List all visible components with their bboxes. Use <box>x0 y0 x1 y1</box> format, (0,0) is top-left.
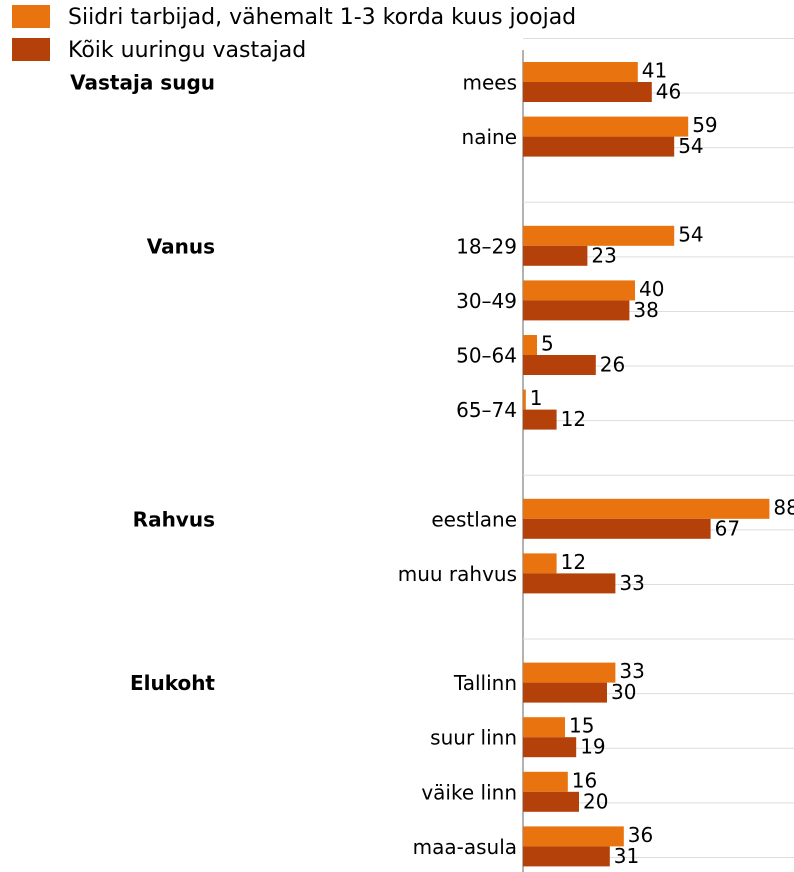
category-label: maa-asula <box>413 835 517 859</box>
bar <box>523 846 610 867</box>
bar <box>523 225 675 246</box>
bar <box>523 355 596 375</box>
category-label: väike linn <box>421 780 517 804</box>
value-label: 12 <box>561 550 586 574</box>
value-label: 59 <box>692 113 717 137</box>
value-label: 54 <box>678 222 703 246</box>
value-label: 5 <box>541 332 554 356</box>
bar <box>523 791 579 812</box>
category-label: muu rahvus <box>398 562 517 586</box>
legend-swatch <box>12 38 50 61</box>
value-label: 23 <box>591 243 616 267</box>
value-label: 40 <box>639 277 664 301</box>
bar <box>523 280 635 301</box>
value-label: 1 <box>530 386 543 410</box>
bar <box>523 498 770 519</box>
value-label: 88 <box>773 495 794 519</box>
bar <box>523 136 675 157</box>
value-label: 38 <box>633 298 658 322</box>
bar <box>523 300 630 321</box>
category-label: suur linn <box>430 726 517 750</box>
category-label: 18–29 <box>456 234 517 258</box>
value-label: 67 <box>715 516 740 540</box>
bar <box>523 737 577 758</box>
value-label: 12 <box>561 407 586 431</box>
bar <box>523 335 537 355</box>
bar <box>523 62 638 82</box>
legend-label: Kõik uuringu vastajad <box>68 38 306 63</box>
bar <box>523 116 689 137</box>
value-label: 33 <box>619 571 644 595</box>
value-label: 16 <box>572 768 597 792</box>
legend-label: Siidri tarbijad, vähemalt 1-3 korda kuus… <box>68 5 576 30</box>
value-label: 15 <box>569 714 594 738</box>
bar <box>523 389 526 410</box>
value-label: 46 <box>656 80 681 104</box>
category-label: 30–49 <box>456 289 517 313</box>
bar <box>523 682 607 703</box>
bar <box>523 826 624 847</box>
bar <box>523 553 557 574</box>
category-label: 50–64 <box>456 344 517 368</box>
value-label: 20 <box>583 789 608 813</box>
category-label: Tallinn <box>453 671 517 695</box>
value-label: 26 <box>600 353 625 377</box>
category-label: 65–74 <box>456 398 517 422</box>
bar <box>523 518 711 539</box>
group-label: Vastaja sugu <box>70 71 215 95</box>
category-label: mees <box>462 71 517 95</box>
category-label: eestlane <box>431 507 517 531</box>
group-label: Rahvus <box>133 507 215 531</box>
value-label: 31 <box>614 844 639 868</box>
bar <box>523 662 616 683</box>
bar <box>523 573 616 594</box>
value-label: 30 <box>611 680 636 704</box>
category-label: naine <box>462 125 517 149</box>
bar <box>523 82 652 102</box>
value-label: 19 <box>580 735 605 759</box>
value-label: 54 <box>678 134 703 158</box>
legend-swatch <box>12 5 50 28</box>
value-label: 36 <box>628 823 653 847</box>
group-label: Vanus <box>147 234 215 258</box>
value-label: 33 <box>619 659 644 683</box>
bar <box>523 717 565 738</box>
bar <box>523 771 568 792</box>
bar <box>523 245 588 266</box>
value-label: 41 <box>642 59 667 83</box>
bar <box>523 409 557 430</box>
group-label: Elukoht <box>130 671 215 695</box>
